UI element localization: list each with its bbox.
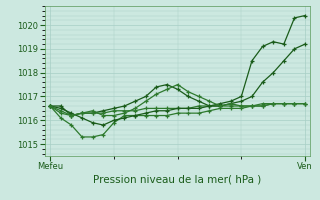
X-axis label: Pression niveau de la mer( hPa ): Pression niveau de la mer( hPa ) bbox=[93, 174, 262, 184]
